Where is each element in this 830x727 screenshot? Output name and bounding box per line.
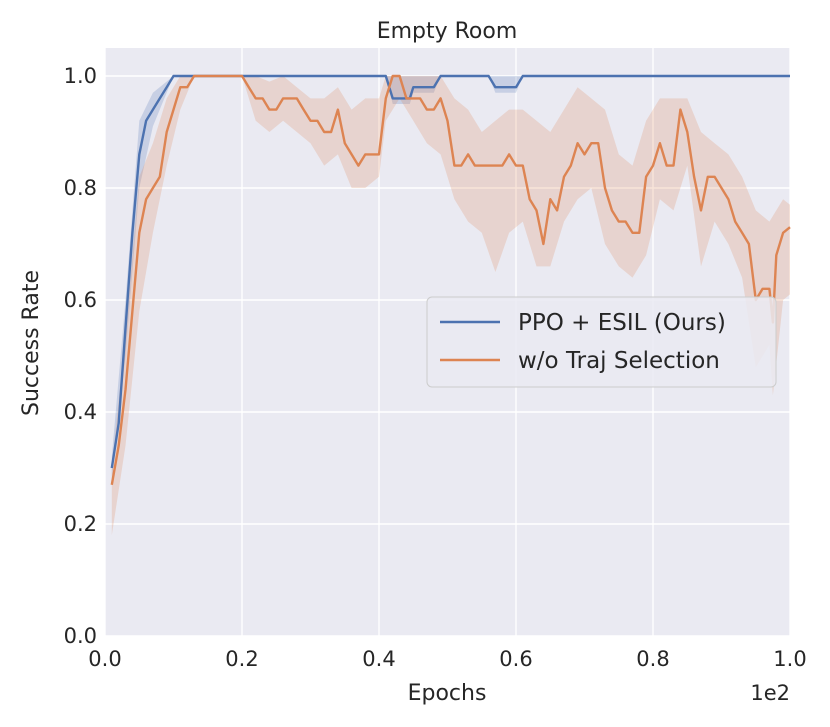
x-tick-labels: 0.0 0.2 0.4 0.6 0.8 1.0: [88, 647, 806, 671]
x-tick-label: 1.0: [773, 647, 806, 671]
series-lines: [110, 74, 791, 486]
x-axis-label: Epochs: [408, 681, 487, 706]
x-tick-label: 0.2: [225, 647, 258, 671]
chart-title: Empty Room: [377, 19, 518, 44]
legend-label-ppo-esil: PPO + ESIL (Ours): [518, 310, 726, 336]
legend: PPO + ESIL (Ours) w/o Traj Selection: [426, 296, 777, 388]
y-tick-label: 0.0: [64, 624, 97, 648]
y-tick-label: 0.6: [64, 288, 97, 312]
series-line-0: [110, 74, 790, 469]
y-tick-labels: 0.0 0.2 0.4 0.6 0.8 1.0: [64, 64, 97, 648]
x-tick-label: 0.8: [636, 647, 669, 671]
x-tick-label: 0.0: [88, 647, 121, 671]
confidence-bands: [111, 76, 791, 536]
confidence-band-1: [111, 76, 791, 536]
y-tick-label: 1.0: [64, 64, 97, 88]
x-tick-label: 0.4: [362, 647, 395, 671]
y-axis-label: Success Rate: [19, 270, 44, 416]
legend-label-wo-traj-selection: w/o Traj Selection: [518, 348, 720, 374]
y-tick-label: 0.8: [64, 176, 97, 200]
y-tick-label: 0.2: [64, 512, 97, 536]
legend-box: [426, 296, 777, 388]
x-tick-label: 0.6: [499, 647, 532, 671]
series-line-1: [110, 74, 791, 486]
y-tick-label: 0.4: [64, 400, 97, 424]
x-axis-offset-label: 1e2: [750, 681, 790, 705]
